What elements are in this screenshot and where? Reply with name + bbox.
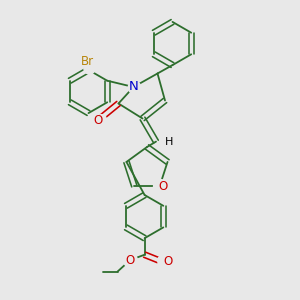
Text: O: O [126,254,135,267]
Text: O: O [163,255,172,268]
Text: O: O [94,114,103,127]
Text: H: H [164,136,173,147]
Text: Br: Br [81,55,94,68]
Text: O: O [158,180,167,193]
Text: N: N [129,80,138,94]
